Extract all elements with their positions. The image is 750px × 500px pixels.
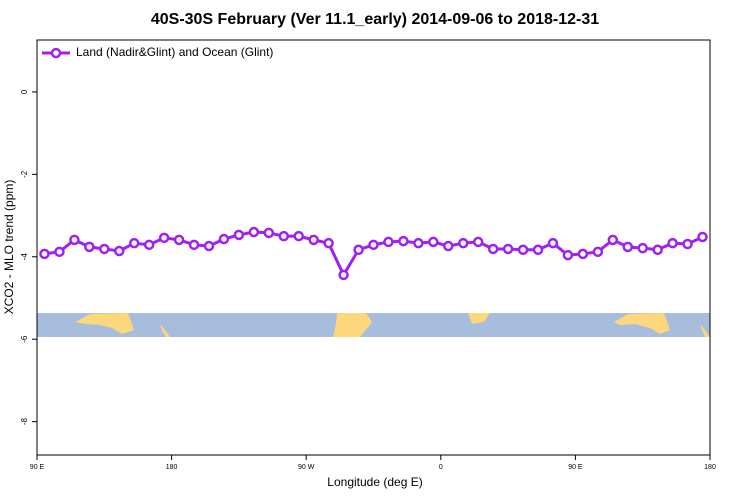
point	[547, 237, 559, 249]
point	[143, 239, 155, 251]
point	[69, 234, 80, 246]
point	[443, 240, 454, 252]
point	[413, 237, 424, 249]
point	[248, 226, 260, 238]
legend-label: Land (Nadir&Glint) and Ocean (Glint)	[76, 45, 273, 59]
point	[368, 239, 379, 251]
point	[293, 230, 304, 242]
point	[517, 244, 529, 256]
x-tick-label: 90 E	[30, 464, 45, 471]
point	[128, 237, 140, 249]
y-tick-label: -6	[20, 335, 29, 343]
point	[622, 241, 633, 253]
point	[682, 238, 693, 250]
y-axis-label: XCO2 - MLO trend (ppm)	[2, 180, 16, 315]
point	[353, 244, 364, 256]
x-tick-label: 90 E	[568, 464, 583, 471]
point	[173, 234, 185, 246]
point	[99, 243, 110, 255]
map-strip	[37, 313, 710, 337]
point	[84, 241, 95, 253]
point	[428, 236, 439, 248]
point	[457, 237, 469, 249]
y-tick-label: -8	[20, 418, 29, 426]
series-line	[44, 230, 704, 279]
point	[652, 244, 663, 256]
point	[562, 249, 574, 261]
point	[532, 244, 544, 256]
x-tick-label: 180	[704, 464, 716, 471]
point	[203, 240, 215, 252]
point	[158, 232, 170, 244]
y-tick-label: -2	[20, 170, 29, 178]
point	[278, 230, 290, 242]
point	[607, 234, 619, 246]
point	[637, 242, 648, 254]
x-axis-label: Longitude (deg E)	[327, 475, 422, 489]
point	[188, 239, 200, 251]
point	[54, 246, 65, 258]
point	[487, 243, 499, 255]
point	[592, 246, 604, 258]
legend: Land (Nadir&Glint) and Ocean (Glint)	[42, 45, 273, 59]
legend-marker	[50, 47, 62, 59]
point	[398, 235, 409, 247]
point	[338, 269, 349, 281]
point	[263, 227, 275, 239]
point	[308, 234, 319, 246]
x-tick-label: 0	[439, 464, 443, 471]
y-tick-label: 0	[20, 89, 29, 94]
x-tick-label: 180	[166, 464, 178, 471]
point	[114, 245, 125, 257]
y-tick-label: -4	[20, 253, 29, 261]
point	[233, 229, 245, 241]
x-tick-label: 90 W	[298, 464, 315, 471]
point	[577, 248, 589, 260]
point	[323, 237, 334, 249]
point	[218, 233, 230, 245]
plot-frame	[36, 39, 711, 456]
point	[502, 243, 514, 255]
point	[697, 231, 708, 243]
point	[472, 236, 484, 248]
point	[39, 248, 50, 260]
point	[667, 237, 678, 249]
point	[383, 236, 394, 248]
chart-title: 40S-30S February (Ver 11.1_early) 2014-0…	[151, 11, 599, 28]
